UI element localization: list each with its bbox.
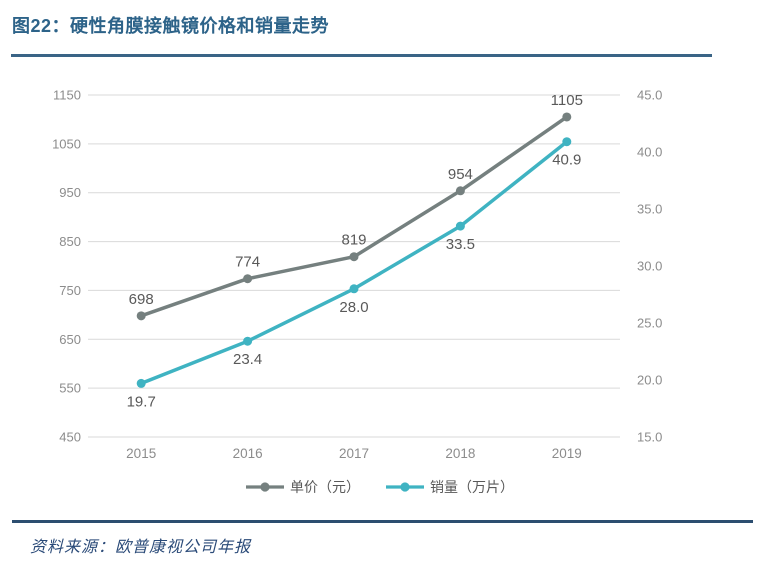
data-point-marker xyxy=(562,112,572,122)
y-axis-tick-label-left: 850 xyxy=(59,234,81,249)
data-point-marker xyxy=(243,274,253,284)
data-point-marker xyxy=(349,252,359,262)
data-point-marker xyxy=(562,137,572,147)
y-axis-tick-label-left: 1150 xyxy=(53,88,81,103)
x-axis-tick-label: 2016 xyxy=(233,446,263,461)
y-axis-tick-label-left: 950 xyxy=(59,185,81,200)
legend-label: 单价（元） xyxy=(290,479,360,495)
legend-item: 单价（元） xyxy=(246,477,360,497)
data-point-label: 19.7 xyxy=(127,393,156,410)
legend-label: 销量（万片） xyxy=(430,479,514,495)
y-axis-tick-label-right: 35.0 xyxy=(637,202,662,217)
y-axis-tick-label-right: 20.0 xyxy=(637,373,662,388)
chart-legend: 单价（元） 销量（万片） xyxy=(0,477,760,497)
data-point-marker xyxy=(243,336,253,346)
footer-divider xyxy=(12,520,753,523)
data-point-label: 954 xyxy=(448,166,473,183)
y-axis-tick-label-right: 30.0 xyxy=(637,259,662,274)
data-point-marker xyxy=(136,378,146,388)
data-point-label: 33.5 xyxy=(446,236,475,253)
legend-line-marker-icon xyxy=(386,482,424,492)
y-axis-tick-label-left: 450 xyxy=(59,430,81,445)
legend-item: 销量（万片） xyxy=(386,477,514,497)
y-axis-tick-label-left: 650 xyxy=(59,332,81,347)
x-axis-tick-label: 2019 xyxy=(552,446,582,461)
data-point-marker xyxy=(349,284,359,294)
data-point-marker xyxy=(455,186,465,196)
data-point-label: 40.9 xyxy=(552,152,581,169)
y-axis-tick-label-left: 750 xyxy=(59,283,81,298)
volume-line xyxy=(139,139,569,386)
data-point-label: 774 xyxy=(235,254,260,271)
y-axis-tick-label-right: 25.0 xyxy=(637,316,662,331)
y-axis-tick-label-right: 45.0 xyxy=(637,88,662,103)
y-axis-tick-label-right: 15.0 xyxy=(637,430,662,445)
legend-line-marker-icon xyxy=(246,482,284,492)
source-note: 资料来源：欧普康视公司年报 xyxy=(30,539,252,556)
dual-axis-line-chart: 1150 1050 950 850 750 650 550 450 45.0 40.0 35.0 30… xyxy=(52,88,662,462)
data-point-label: 698 xyxy=(129,291,154,308)
title-divider xyxy=(11,54,712,57)
figure-title: 图22：硬性角膜接触镜价格和销量走势 xyxy=(12,16,330,36)
x-axis-tick-label: 2017 xyxy=(339,446,369,461)
x-axis-tick-label: 2015 xyxy=(126,446,156,461)
y-axis-tick-label-right: 40.0 xyxy=(637,145,662,160)
data-point-label: 819 xyxy=(341,232,366,249)
data-point-label: 28.0 xyxy=(339,299,368,316)
y-axis-tick-label-left: 1050 xyxy=(52,136,81,151)
data-point-marker xyxy=(136,311,146,321)
data-point-marker xyxy=(455,221,465,231)
data-point-label: 1105 xyxy=(551,92,583,109)
data-point-label: 23.4 xyxy=(233,351,262,368)
y-axis-tick-label-left: 550 xyxy=(59,381,81,396)
x-axis-tick-label: 2018 xyxy=(445,446,475,461)
